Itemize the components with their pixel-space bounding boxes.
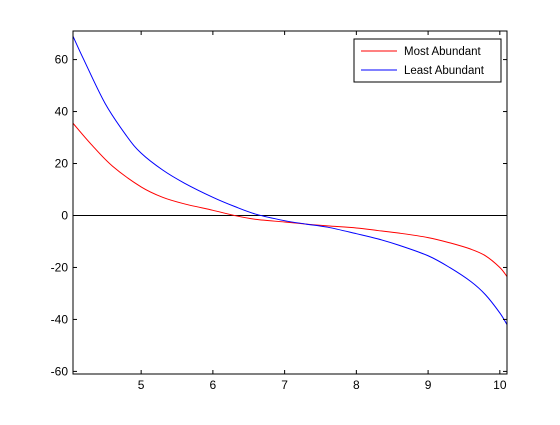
legend-label-most-abundant: Most Abundant [404,46,482,58]
x-tick-label: 8 [353,378,360,392]
legend-label-least-abundant: Least Abundant [404,65,485,77]
series-layer [73,35,507,325]
y-tick-label: 20 [55,157,69,171]
axes-layer [72,30,508,375]
series-line-least-abundant [73,35,507,325]
x-tick-label: 5 [138,378,145,392]
x-tick-label: 7 [281,378,288,392]
x-tick-label: 9 [425,378,432,392]
y-tick-label: 40 [55,105,69,119]
y-tick-label: 60 [55,53,69,67]
x-tick-label: 10 [493,378,507,392]
series-line-most-abundant [73,122,507,277]
plot-box [72,30,508,375]
y-tick-label: 0 [61,208,68,222]
legend: Most Abundant Least Abundant [353,38,502,83]
legend-box [353,38,502,83]
y-tick-label: -20 [51,260,69,274]
ticks-layer: 5 6 7 8 9 10 60 40 20 0 -20 -40 -60 [51,31,507,392]
y-tick-label: -60 [51,364,69,378]
x-tick-label: 6 [210,378,217,392]
y-tick-label: -40 [51,312,69,326]
